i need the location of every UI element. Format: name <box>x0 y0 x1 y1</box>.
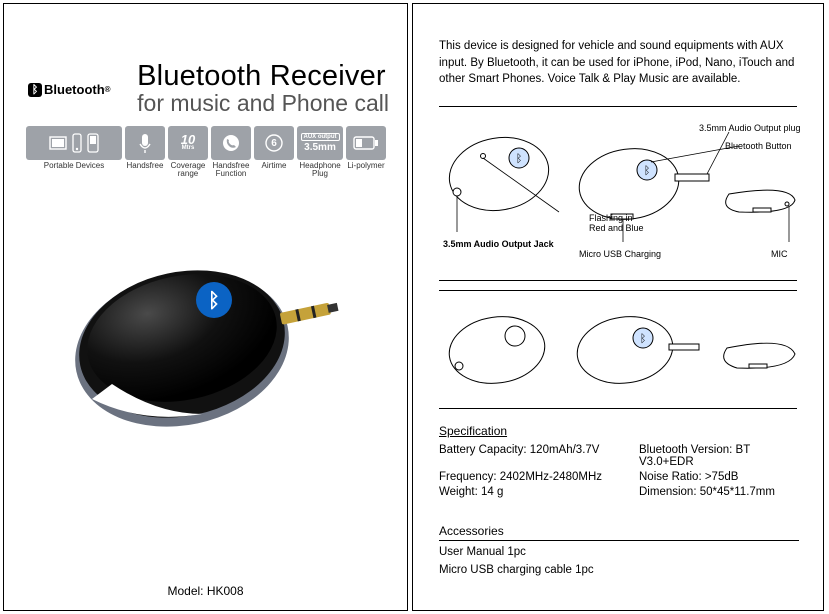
clock-icon: 6 <box>264 133 284 153</box>
spec-grid: Battery Capacity: 120mAh/3.7V Bluetooth … <box>439 444 797 498</box>
callout-output-jack: 3.5mm Audio Output Jack <box>443 240 554 250</box>
svg-text:ᛒ: ᛒ <box>640 333 647 345</box>
callout-bt-button: Bluetooth Button <box>725 142 792 152</box>
title-main: Bluetooth Receiver <box>137 60 389 93</box>
title-sub: for music and Phone call <box>137 90 389 117</box>
svg-text:6: 6 <box>271 138 277 149</box>
spec-row: Bluetooth Version: BT V3.0+EDR <box>639 444 797 468</box>
dev-view-side <box>726 190 795 212</box>
diagram-views: ᛒ <box>439 298 799 402</box>
feature-airtime: 6 Airtime <box>254 126 294 170</box>
spec-row: Battery Capacity: 120mAh/3.7V <box>439 444 639 468</box>
bluetooth-glyph-icon: ᛒ <box>28 83 42 97</box>
svg-text:ᛒ: ᛒ <box>208 290 220 312</box>
callout-micro-usb: Micro USB Charging <box>579 250 661 260</box>
divider-4 <box>439 408 797 409</box>
spec-row: Noise Ratio: >75dB <box>639 471 797 483</box>
callout-mic: MIC <box>771 250 788 260</box>
divider-3 <box>439 290 797 291</box>
feature-strip: Portable Devices Handsfree 10Mtrs Covera… <box>26 126 389 178</box>
feature-hf-func: Handsfree Function <box>211 126 251 178</box>
accessories-list: User Manual 1pc Micro USB charging cable… <box>439 544 594 580</box>
title-block: Bluetooth Receiver for music and Phone c… <box>137 60 389 117</box>
divider-1 <box>439 106 797 107</box>
callout-output-plug: 3.5mm Audio Output plug <box>699 124 801 134</box>
spec-row: Dimension: 50*45*11.7mm <box>639 486 797 498</box>
svg-text:ᛒ: ᛒ <box>644 165 651 177</box>
description: This device is designed for vehicle and … <box>439 38 797 88</box>
battery-icon <box>353 136 379 150</box>
portable-devices-icon <box>26 126 122 160</box>
spec-title: Specification <box>439 424 507 438</box>
callout-led: Flashing in Red and Blue <box>589 214 644 234</box>
feature-battery: Li-polymer <box>346 126 386 170</box>
right-panel: This device is designed for vehicle and … <box>412 3 824 611</box>
dev-view-topleft: ᛒ <box>444 130 555 218</box>
accessories-title: Accessories <box>439 524 799 541</box>
feature-handsfree: Handsfree <box>125 126 165 170</box>
divider-2 <box>439 280 797 281</box>
bluetooth-logo: ᛒ Bluetooth® <box>28 82 111 97</box>
phone-icon <box>222 134 240 152</box>
accessory-item: Micro USB charging cable 1pc <box>439 562 594 580</box>
spec-row: Weight: 14 g <box>439 486 639 498</box>
model-number: Model: HK008 <box>4 584 407 598</box>
feature-range: 10Mtrs Coverage range <box>168 126 208 178</box>
feature-aux: AUX output3.5mm Headphone Plug <box>297 126 343 178</box>
portable-devices-block: Portable Devices <box>26 126 122 170</box>
portable-devices-label: Portable Devices <box>26 162 122 170</box>
product-photo: ᛒ <box>72 234 357 434</box>
mic-icon <box>139 132 151 154</box>
bluetooth-logo-text: Bluetooth <box>44 82 105 97</box>
svg-text:ᛒ: ᛒ <box>516 153 523 165</box>
accessory-item: User Manual 1pc <box>439 544 594 562</box>
left-panel: ᛒ Bluetooth® Bluetooth Receiver for musi… <box>3 3 408 611</box>
spec-row: Frequency: 2402MHz-2480MHz <box>439 471 639 483</box>
